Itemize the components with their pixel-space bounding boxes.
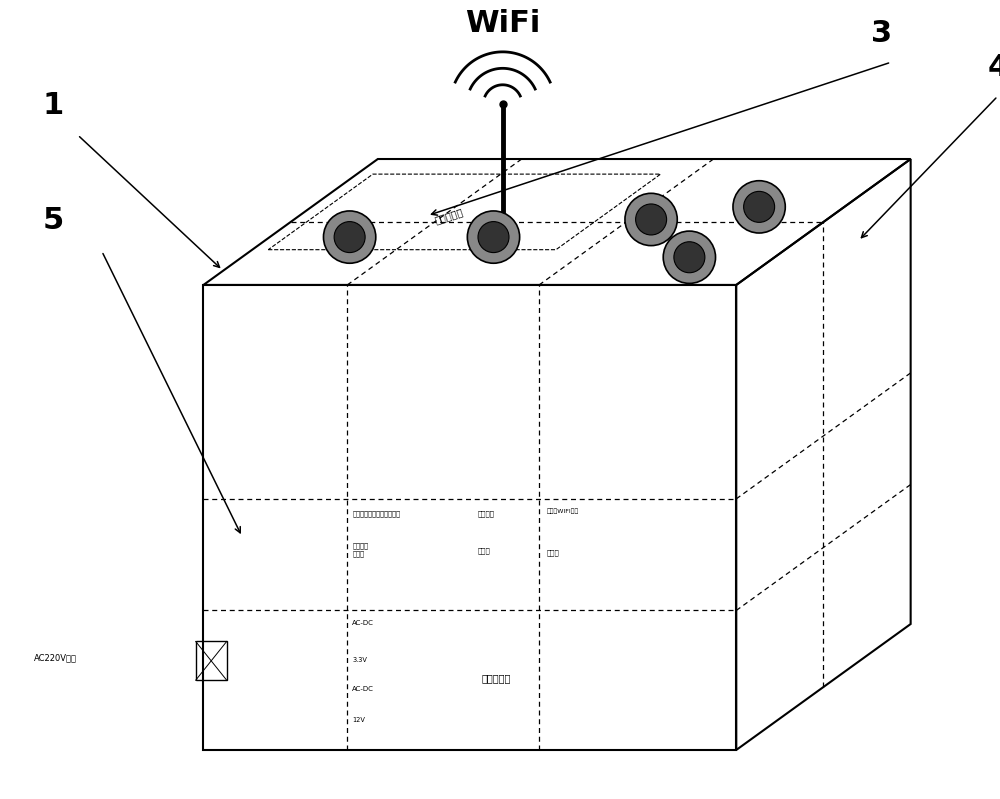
Circle shape bbox=[467, 211, 520, 263]
Text: WiFi: WiFi bbox=[465, 10, 540, 38]
Circle shape bbox=[334, 221, 365, 252]
Text: 微电器: 微电器 bbox=[547, 549, 560, 556]
Circle shape bbox=[663, 231, 716, 284]
Circle shape bbox=[625, 193, 677, 245]
Text: AC-DC: AC-DC bbox=[352, 686, 374, 692]
Circle shape bbox=[674, 242, 705, 272]
Text: 信号处理: 信号处理 bbox=[478, 511, 495, 517]
Text: 12V: 12V bbox=[352, 717, 365, 723]
Text: 1: 1 bbox=[43, 91, 64, 121]
Circle shape bbox=[636, 204, 667, 235]
Text: 3: 3 bbox=[871, 18, 892, 48]
Bar bbox=[196, 642, 227, 680]
Text: 门禁和WIFI模块: 门禁和WIFI模块 bbox=[547, 508, 579, 514]
Text: AC-DC: AC-DC bbox=[352, 620, 374, 626]
Text: 中央处理器: 中央处理器 bbox=[482, 674, 511, 683]
Text: 继电器: 继电器 bbox=[478, 547, 491, 554]
Text: 3.3V: 3.3V bbox=[352, 657, 367, 663]
Circle shape bbox=[744, 192, 775, 222]
Text: 空气质量
传感器: 空气质量 传感器 bbox=[352, 543, 368, 557]
Text: 温湿度传感器红外线传感器: 温湿度传感器红外线传感器 bbox=[352, 511, 400, 517]
Text: AC220V电源: AC220V电源 bbox=[34, 654, 77, 662]
Circle shape bbox=[323, 211, 376, 263]
Circle shape bbox=[478, 221, 509, 252]
Circle shape bbox=[733, 181, 785, 233]
Text: 4: 4 bbox=[987, 53, 1000, 81]
Text: 通讯显示屏: 通讯显示屏 bbox=[433, 206, 464, 225]
Text: 5: 5 bbox=[43, 205, 64, 235]
